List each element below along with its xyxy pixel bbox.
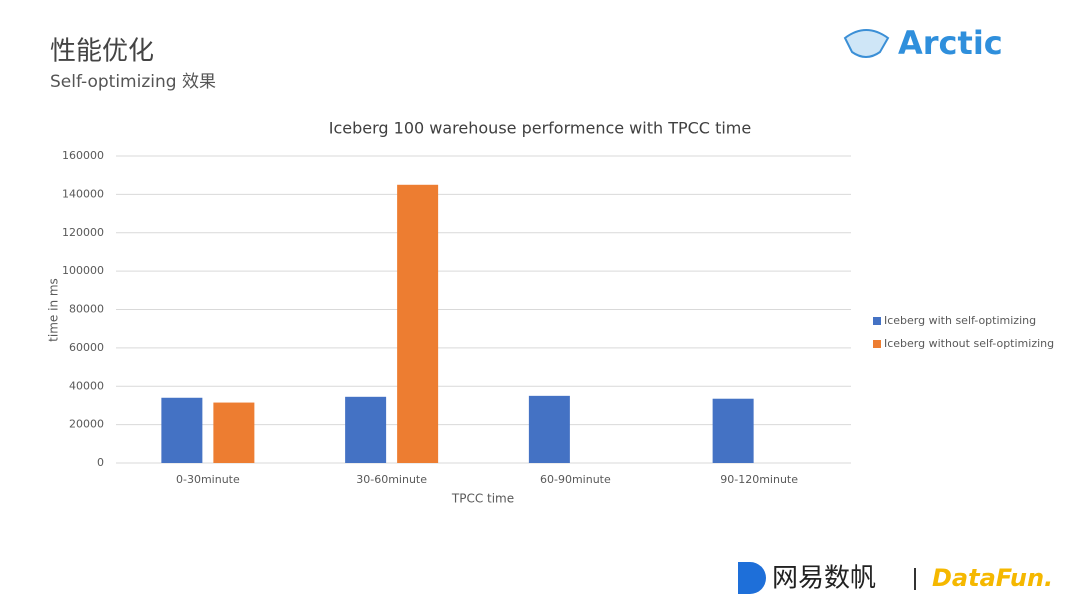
bar	[213, 402, 255, 463]
y-tick-label: 20000	[69, 418, 104, 431]
y-tick-label: 100000	[62, 264, 104, 277]
slide-subtitle: Self-optimizing 效果	[50, 72, 216, 92]
brand-icon	[738, 562, 766, 594]
arctic-logo: Arctic	[898, 24, 1003, 62]
y-tick-label: 40000	[69, 379, 104, 392]
y-tick-label: 0	[97, 456, 104, 469]
x-tick-label: 30-60minute	[356, 473, 427, 486]
bar	[397, 184, 439, 463]
x-tick-label: 60-90minute	[540, 473, 611, 486]
partner-logo: DataFun.	[932, 564, 1053, 592]
legend-swatch	[873, 340, 881, 348]
bar	[528, 395, 570, 463]
y-tick-label: 80000	[69, 303, 104, 316]
x-axis-label: TPCC time	[451, 492, 514, 506]
x-tick-label: 0-30minute	[176, 473, 240, 486]
bar	[345, 396, 387, 463]
slide-title: 性能优化	[50, 37, 154, 67]
divider	[914, 568, 916, 590]
y-axis-label: time in ms	[47, 278, 61, 342]
bar	[712, 398, 754, 463]
legend-label: Iceberg with self-optimizing	[884, 314, 1036, 327]
y-tick-label: 120000	[62, 226, 104, 239]
arctic-logo-icon	[843, 29, 890, 58]
brand-name: 网易数帆	[772, 564, 876, 594]
legend-label: Iceberg without self-optimizing	[884, 337, 1054, 350]
bar	[161, 397, 203, 463]
y-tick-label: 160000	[62, 149, 104, 162]
y-tick-label: 140000	[62, 187, 104, 200]
x-tick-label: 90-120minute	[720, 473, 798, 486]
chart-title: Iceberg 100 warehouse performence with T…	[329, 119, 751, 138]
legend-swatch	[873, 317, 881, 325]
y-tick-label: 60000	[69, 341, 104, 354]
